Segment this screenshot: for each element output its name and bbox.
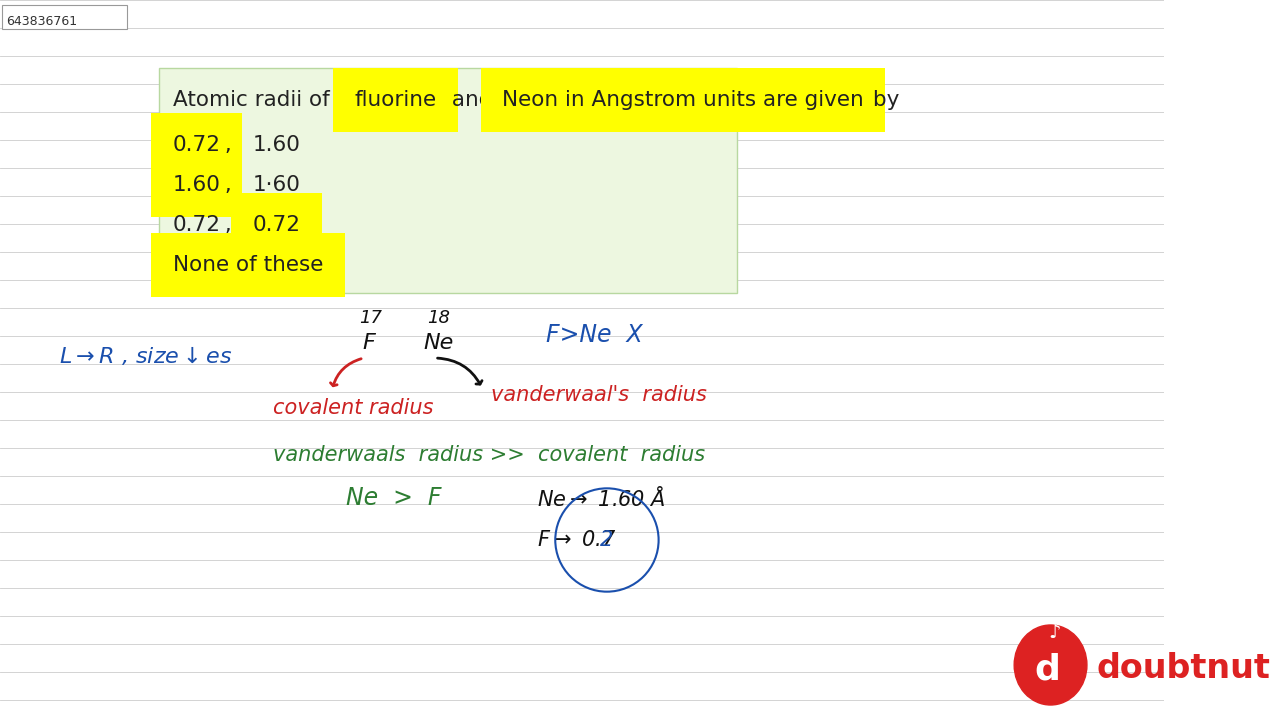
Text: 0.72: 0.72 — [173, 215, 221, 235]
FancyBboxPatch shape — [1, 5, 127, 29]
Text: 643836761: 643836761 — [6, 14, 78, 27]
Text: Ne  >  F: Ne > F — [346, 486, 442, 510]
Text: 18: 18 — [428, 309, 451, 327]
Circle shape — [1014, 625, 1087, 705]
Text: ,: , — [219, 215, 239, 235]
Text: 2: 2 — [600, 530, 613, 550]
Text: ,: , — [219, 135, 239, 155]
Text: ♪: ♪ — [1048, 624, 1061, 642]
Text: ,: , — [219, 175, 239, 195]
Text: 1.60: 1.60 — [252, 135, 301, 155]
FancyBboxPatch shape — [159, 68, 737, 293]
Text: 1.60: 1.60 — [173, 175, 220, 195]
Text: doubtnut: doubtnut — [1096, 652, 1270, 685]
Text: None of these: None of these — [173, 255, 323, 275]
Text: by: by — [865, 90, 899, 110]
Text: Neon in Angstrom units are given: Neon in Angstrom units are given — [502, 90, 864, 110]
Text: covalent radius: covalent radius — [273, 398, 434, 418]
Text: vanderwaals  radius >>  covalent  radius: vanderwaals radius >> covalent radius — [273, 445, 705, 465]
Text: L$\rightarrow$R , size$\downarrow$es: L$\rightarrow$R , size$\downarrow$es — [59, 343, 233, 366]
Text: F$\rightarrow$ 0.7: F$\rightarrow$ 0.7 — [536, 530, 616, 550]
Text: Atomic radii of: Atomic radii of — [173, 90, 337, 110]
Text: fluorine: fluorine — [355, 90, 436, 110]
Text: Ne: Ne — [422, 333, 453, 353]
Text: and: and — [445, 90, 499, 110]
Text: d: d — [1034, 652, 1060, 686]
Text: 0.72: 0.72 — [173, 135, 221, 155]
Text: F>Ne  X: F>Ne X — [545, 323, 643, 347]
Text: 1·60: 1·60 — [252, 175, 301, 195]
Text: 0.72: 0.72 — [252, 215, 301, 235]
Text: Ne$\rightarrow$ 1.60 $\AA$: Ne$\rightarrow$ 1.60 $\AA$ — [536, 486, 666, 510]
Text: 17: 17 — [360, 309, 383, 327]
Text: F: F — [362, 333, 375, 353]
Text: vanderwaal's  radius: vanderwaal's radius — [492, 385, 707, 405]
